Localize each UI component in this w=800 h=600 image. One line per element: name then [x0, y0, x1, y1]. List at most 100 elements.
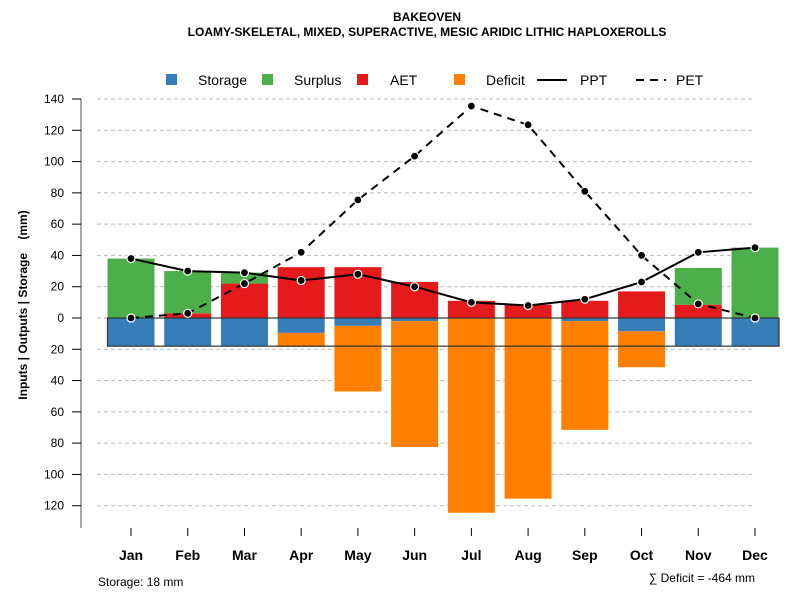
legend-label-pet: PET	[676, 72, 704, 88]
legend-swatch-aet	[357, 74, 368, 85]
legend-label-deficit: Deficit	[486, 72, 525, 88]
bar-storage	[220, 318, 268, 347]
legend-label-surplus: Surplus	[294, 72, 341, 88]
point-ppt	[523, 300, 533, 311]
bar-surplus	[674, 267, 722, 305]
bar-deficit	[561, 321, 609, 430]
x-tick-label-nov: Nov	[685, 547, 712, 563]
bar-surplus	[164, 271, 212, 314]
bar-storage	[334, 318, 382, 326]
x-tick-label-jun: Jun	[402, 547, 427, 563]
bar-deficit	[334, 325, 382, 392]
y-axis-label: Inputs | Outputs | Storage (mm)	[16, 210, 30, 399]
y-tick-label: 60	[51, 405, 65, 419]
bar-aet	[504, 304, 552, 318]
y-tick-label: 20	[51, 342, 65, 356]
point-pet	[126, 313, 136, 323]
y-tick-label: 140	[44, 92, 64, 106]
point-pet	[410, 151, 420, 161]
x-tick-label-feb: Feb	[175, 547, 200, 563]
x-tick-label-jan: Jan	[119, 547, 143, 563]
bar-deficit	[277, 332, 325, 347]
bar-storage	[618, 318, 666, 332]
point-ppt	[126, 253, 136, 264]
point-ppt	[239, 268, 250, 278]
x-axis: Jan Feb Mar Apr May Jun Jul Aug Sep Oct Nov Dec	[119, 528, 768, 563]
point-ppt	[580, 294, 590, 304]
legend-swatch-surplus	[262, 74, 273, 85]
bar-aet	[674, 304, 722, 318]
deficit-sum-note: ∑ Deficit = -464 mm	[649, 571, 755, 585]
x-tick-label-apr: Apr	[289, 547, 314, 563]
bar-storage	[561, 318, 609, 322]
legend-swatch-deficit	[454, 74, 465, 85]
legend-label-aet: AET	[390, 72, 418, 88]
x-tick-label-dec: Dec	[742, 547, 768, 563]
y-tick-label: 60	[51, 217, 65, 231]
x-tick-label-aug: Aug	[514, 547, 541, 563]
y-tick-label: 100	[44, 155, 64, 169]
bar-storage	[674, 318, 722, 347]
bar-aet	[220, 283, 268, 318]
bar-deficit	[504, 318, 552, 499]
bar-surplus	[107, 258, 155, 318]
bar-surplus	[731, 247, 779, 318]
y-tick-label: 20	[51, 280, 65, 294]
point-pet	[636, 250, 647, 261]
x-tick-label-jul: Jul	[461, 547, 481, 563]
bar-aet	[277, 267, 325, 318]
bar-deficit	[391, 321, 439, 448]
legend-swatch-storage	[166, 74, 177, 85]
y-axis: 140 120 100 80 60 40 20 0 20 40 60 80 100 120	[44, 92, 82, 528]
point-ppt	[183, 266, 193, 276]
bar-surplus	[220, 272, 268, 284]
bars	[107, 247, 779, 513]
bar-aet	[561, 300, 609, 318]
point-ppt	[410, 282, 420, 292]
chart-subtitle: LOAMY-SKELETAL, MIXED, SUPERACTIVE, MESI…	[188, 25, 667, 39]
bar-storage	[277, 318, 325, 333]
y-tick-label: 120	[44, 123, 64, 137]
y-tick-label: 40	[51, 374, 65, 388]
point-pet	[523, 120, 533, 130]
bar-deficit	[447, 318, 495, 513]
point-pet	[750, 313, 760, 323]
storage-note: Storage: 18 mm	[98, 575, 183, 589]
storage-capacity-box	[106, 317, 780, 347]
point-pet	[183, 308, 193, 318]
point-ppt	[750, 243, 760, 253]
point-pet	[580, 186, 590, 196]
point-ppt	[353, 269, 363, 279]
x-tick-label-may: May	[344, 547, 371, 563]
point-ppt	[693, 247, 703, 257]
y-tick-label: 100	[44, 467, 64, 481]
y-tick-label: 0	[57, 311, 64, 325]
point-pet	[353, 195, 363, 205]
chart-title: BAKEOVEN	[393, 10, 461, 24]
point-ppt	[296, 275, 306, 286]
legend-label-storage: Storage	[198, 72, 247, 88]
point-ppt	[636, 277, 647, 287]
y-tick-label: 80	[51, 186, 65, 200]
y-tick-label: 40	[51, 248, 65, 262]
y-tick-label: 120	[44, 499, 64, 513]
bar-aet	[618, 291, 666, 318]
bar-aet	[447, 300, 495, 318]
legend: Storage Surplus AET Deficit PPT PET	[166, 72, 704, 88]
bar-storage	[391, 318, 439, 322]
bar-storage	[164, 318, 212, 347]
point-pet	[693, 299, 703, 309]
x-tick-label-oct: Oct	[630, 547, 654, 563]
point-pet	[296, 247, 306, 257]
lines	[126, 101, 760, 323]
point-pet	[239, 278, 250, 289]
bar-storage	[731, 318, 779, 347]
bar-storage	[107, 318, 155, 347]
point-pet	[466, 101, 476, 111]
y-tick-label: 80	[51, 436, 65, 450]
point-ppt	[466, 297, 476, 307]
line-ppt	[130, 246, 756, 307]
bar-deficit	[618, 331, 666, 368]
x-tick-label-mar: Mar	[232, 547, 257, 563]
